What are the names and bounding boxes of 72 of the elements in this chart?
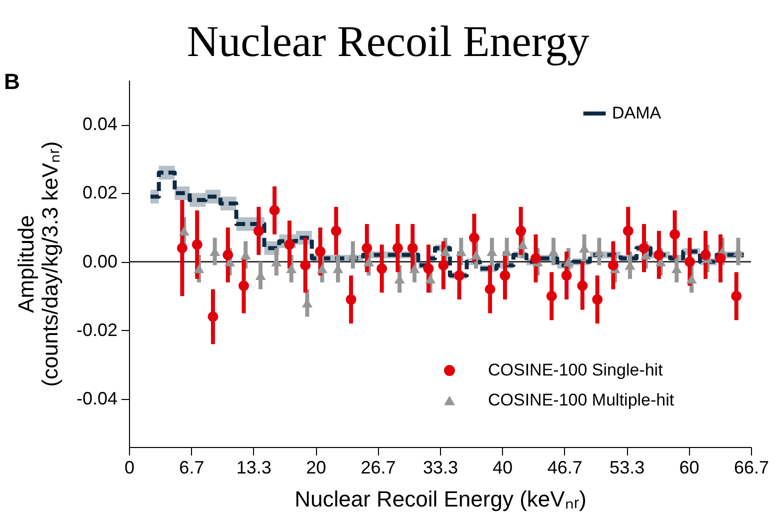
x-tick-label: 53.3 <box>610 458 645 478</box>
point <box>364 257 374 266</box>
x-tick-label: 33.3 <box>422 458 458 478</box>
y-tick-label: 0.02 <box>82 182 118 203</box>
point <box>700 250 711 260</box>
point <box>546 290 557 302</box>
point <box>715 253 726 264</box>
point <box>670 229 680 240</box>
x-tick-label: 6.7 <box>179 458 204 478</box>
point <box>392 242 403 254</box>
point <box>362 242 372 254</box>
point <box>468 232 480 244</box>
point <box>638 242 650 254</box>
point <box>731 290 742 302</box>
point <box>484 284 496 294</box>
y-tick-label: -0.04 <box>76 388 118 408</box>
point <box>454 270 465 281</box>
point <box>194 264 204 274</box>
point <box>438 260 449 270</box>
point <box>592 294 603 305</box>
x-tick-label: 60 <box>679 458 700 478</box>
y-axis-title: Amplitude (counts/day/kg/3.3 keVₙᵣ) <box>13 141 62 387</box>
x-tick-label: 26.7 <box>360 458 396 478</box>
point <box>346 294 356 305</box>
point <box>425 274 436 284</box>
point <box>192 239 202 250</box>
point <box>577 280 588 292</box>
point <box>561 270 572 281</box>
y-tick-label: -0.02 <box>76 320 118 340</box>
text: B <box>4 69 20 94</box>
point <box>300 260 311 270</box>
y-tick-label: 0.00 <box>82 251 118 272</box>
point <box>530 253 542 264</box>
point <box>409 264 420 274</box>
point <box>286 264 297 274</box>
point <box>622 226 634 236</box>
point <box>178 226 190 236</box>
point <box>684 256 695 268</box>
point <box>407 242 418 254</box>
point <box>608 260 618 270</box>
x-tick-label: 13.3 <box>236 458 272 478</box>
x-tick-label: 46.7 <box>547 458 582 478</box>
point <box>330 226 342 236</box>
x-tick-label: 20 <box>306 458 326 478</box>
point <box>284 239 295 250</box>
x-tick-label: 66.7 <box>734 458 769 478</box>
y-tick-label: 0.04 <box>82 114 118 134</box>
point <box>269 205 280 216</box>
point <box>563 257 574 266</box>
point <box>654 250 664 260</box>
x-axis-title: Nuclear Recoil Energy (keVₙᵣ) <box>294 486 586 512</box>
point <box>253 226 264 236</box>
point <box>238 280 249 292</box>
point <box>686 274 697 284</box>
point <box>440 246 451 256</box>
legend-label: COSINE-100 Single-hit <box>488 360 664 380</box>
point <box>315 246 326 257</box>
point <box>470 250 482 260</box>
point <box>517 240 528 250</box>
point <box>516 226 526 236</box>
x-tick-label: 0 <box>124 458 135 478</box>
point <box>423 263 434 274</box>
point <box>316 264 328 274</box>
point <box>208 311 218 322</box>
point <box>176 242 188 254</box>
legend-label: DAMA <box>612 104 662 122</box>
point <box>376 263 388 274</box>
legend-label: COSINE-100 Multiple-hit <box>488 390 674 410</box>
x-tick-label: 40 <box>492 458 513 478</box>
point <box>222 250 234 260</box>
chart-title: Nuclear Recoil Energy <box>186 17 590 66</box>
point <box>500 270 510 281</box>
